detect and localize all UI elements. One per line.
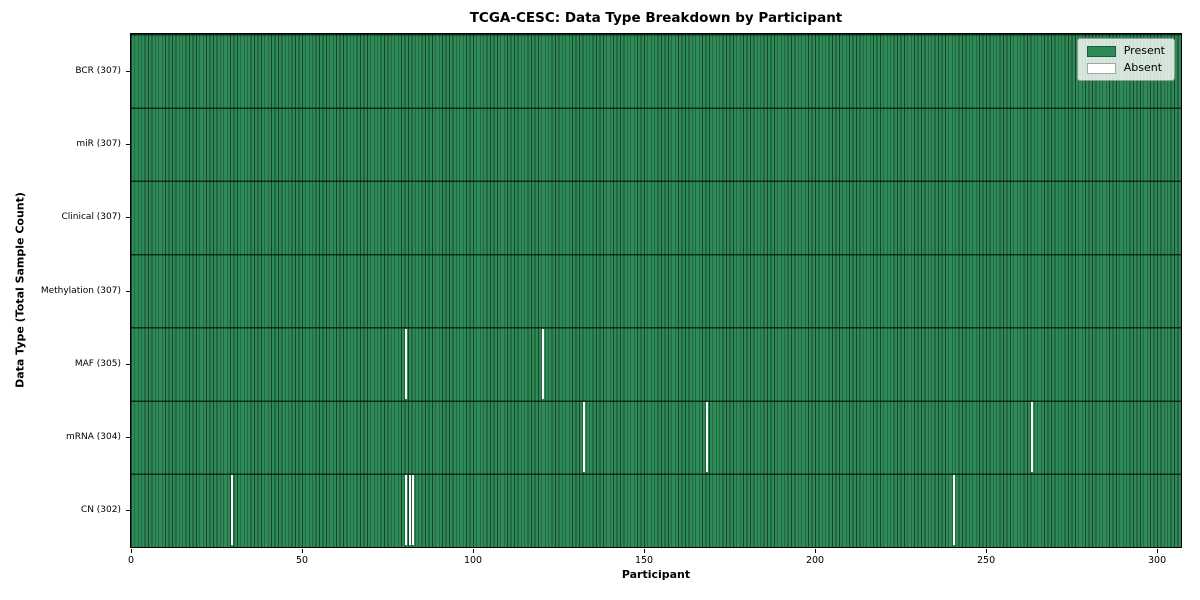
legend-swatch-absent xyxy=(1086,62,1116,74)
y-tick-label-MAF: MAF (305) xyxy=(74,358,121,369)
y-tick-MAF xyxy=(126,363,130,365)
x-tick-250 xyxy=(986,549,988,553)
x-tick-label-250: 250 xyxy=(976,555,996,566)
legend-item-absent: Absent xyxy=(1086,61,1165,74)
x-tick-label-50: 50 xyxy=(295,555,309,566)
plot-area: Present Absent xyxy=(130,33,1182,548)
x-axis-label: Participant xyxy=(621,568,691,581)
x-tick-label-100: 100 xyxy=(463,555,483,566)
x-tick-100 xyxy=(473,549,475,553)
y-tick-label-Clinical: Clinical (307) xyxy=(61,212,121,223)
absent-cell-mRNA-132 xyxy=(583,402,586,473)
y-tick-label-miR: miR (307) xyxy=(76,138,121,149)
absent-cell-CN-82 xyxy=(412,475,415,546)
absent-cell-CN-81 xyxy=(408,475,411,546)
x-tick-label-300: 300 xyxy=(1147,555,1167,566)
y-tick-Methylation xyxy=(126,290,130,292)
x-tick-300 xyxy=(1157,549,1159,553)
y-tick-miR xyxy=(126,143,130,145)
x-tick-200 xyxy=(815,549,817,553)
legend-label-present: Present xyxy=(1123,44,1165,57)
absent-cell-mRNA-263 xyxy=(1031,402,1034,473)
y-tick-label-mRNA: mRNA (304) xyxy=(66,432,121,443)
absent-cell-CN-29 xyxy=(230,475,233,546)
legend-label-absent: Absent xyxy=(1123,61,1163,74)
legend-item-present: Present xyxy=(1086,44,1165,57)
x-tick-label-150: 150 xyxy=(634,555,654,566)
chart-title: TCGA-CESC: Data Type Breakdown by Partic… xyxy=(469,10,843,26)
y-tick-label-BCR: BCR (307) xyxy=(75,65,121,76)
y-tick-mRNA xyxy=(126,437,130,439)
x-tick-50 xyxy=(302,549,303,553)
y-tick-BCR xyxy=(126,70,130,72)
y-tick-CN xyxy=(126,510,130,512)
absent-cell-CN-240 xyxy=(952,475,955,546)
x-tick-label-200: 200 xyxy=(805,555,825,566)
absent-cell-MAF-80 xyxy=(405,328,408,399)
legend-swatch-present xyxy=(1086,45,1116,57)
absent-cell-CN-80 xyxy=(405,475,408,546)
y-tick-Clinical xyxy=(126,217,130,219)
absent-cell-MAF-120 xyxy=(542,328,545,399)
x-tick-150 xyxy=(644,549,646,553)
y-tick-label-CN: CN (302) xyxy=(80,505,121,516)
absent-cell-mRNA-168 xyxy=(706,402,709,473)
legend: Present Absent xyxy=(1076,38,1175,81)
y-axis: BCR (307) miR (307) Clinical (307) Methylat… xyxy=(0,34,130,547)
x-axis: 0 50 100 150 200 250 300 xyxy=(127,549,1181,569)
y-tick-label-Methylation: Methylation (307) xyxy=(40,285,121,296)
x-tick-label-0: 0 xyxy=(127,555,135,566)
x-tick-0 xyxy=(131,549,132,553)
